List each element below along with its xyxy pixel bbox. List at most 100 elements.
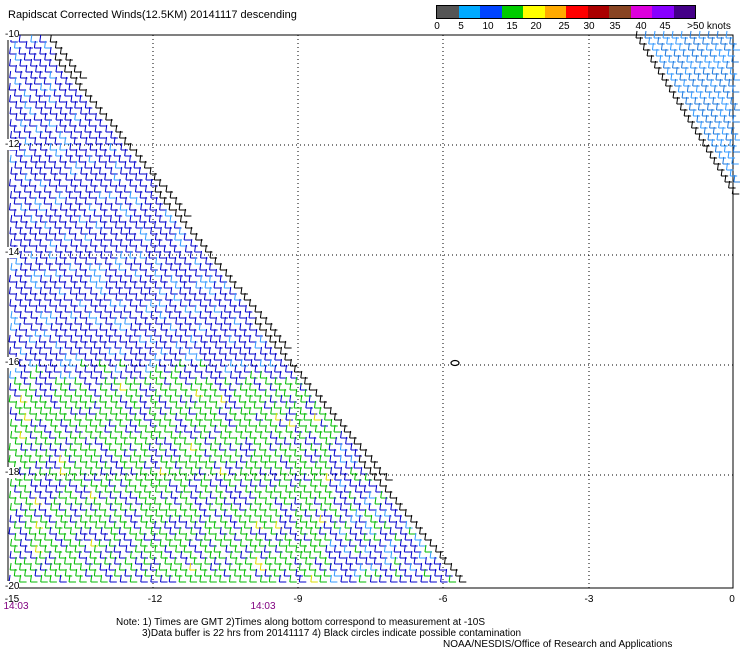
wind-barb	[670, 72, 678, 81]
wind-barb	[119, 418, 127, 427]
wind-barb	[328, 490, 337, 499]
wind-barb	[169, 418, 177, 427]
wind-barb	[159, 310, 167, 319]
wind-barb	[129, 142, 137, 151]
wind-barb	[170, 490, 178, 499]
wind-barb	[164, 484, 173, 493]
wind-barb	[228, 574, 237, 583]
wind-barb	[48, 190, 57, 199]
wind-barb	[690, 90, 699, 99]
wind-barb	[200, 382, 208, 391]
wind-barb	[239, 442, 248, 451]
wind-barb	[20, 442, 28, 451]
wind-barb	[183, 436, 192, 445]
wind-barb	[34, 568, 43, 577]
wind-barb	[9, 478, 18, 487]
wind-barb	[373, 520, 382, 529]
wind-barb	[88, 130, 97, 139]
wind-barb	[65, 76, 73, 85]
wind-barb	[369, 466, 377, 475]
wind-barb	[103, 244, 112, 253]
wind-barb	[149, 550, 158, 559]
wind-barb	[58, 94, 67, 103]
wind-barb	[78, 346, 87, 355]
wind-barb	[124, 196, 133, 205]
wind-barb	[289, 478, 298, 487]
wind-barb	[175, 424, 183, 433]
wind-barb	[108, 418, 117, 427]
wind-barb	[104, 256, 113, 265]
wind-barb	[49, 346, 58, 355]
wind-barb	[259, 322, 267, 331]
wind-barb	[701, 108, 710, 117]
wind-barb	[14, 556, 23, 565]
wind-barb	[88, 214, 97, 223]
wind-barb	[8, 394, 17, 403]
wind-barb	[39, 178, 48, 187]
wind-barb	[49, 406, 57, 415]
wind-barb	[93, 208, 102, 217]
wind-barb	[74, 112, 82, 121]
wind-barb	[692, 78, 700, 87]
wind-barb	[30, 394, 38, 403]
wind-barb	[155, 196, 163, 205]
wind-barb	[184, 472, 193, 481]
wind-barb	[404, 532, 413, 541]
wind-barb	[339, 418, 348, 427]
wind-barb	[699, 90, 708, 99]
wind-barb	[94, 412, 103, 421]
wind-barb	[373, 532, 382, 541]
wind-barb	[675, 66, 684, 75]
wind-barb	[729, 138, 737, 147]
wind-barb	[233, 496, 242, 505]
wind-barb	[273, 400, 282, 409]
wind-barb	[319, 430, 327, 439]
wind-barb	[83, 532, 92, 541]
wind-barb	[139, 382, 147, 391]
wind-barb	[154, 328, 162, 337]
wind-barb	[304, 448, 312, 457]
wind-barb	[144, 316, 153, 325]
wind-barb	[363, 460, 372, 469]
wind-barb	[119, 274, 128, 283]
wind-barb	[94, 124, 103, 133]
wind-barb	[705, 42, 714, 51]
wind-barb	[88, 310, 97, 319]
wind-barb	[195, 484, 203, 493]
wind-barb	[224, 556, 233, 565]
wind-barb	[13, 196, 22, 205]
wind-barb	[278, 562, 287, 571]
wind-barb	[153, 220, 162, 229]
wind-barb	[148, 502, 157, 511]
wind-barb	[124, 472, 133, 481]
wind-barb	[140, 574, 148, 583]
wind-barb	[35, 124, 43, 133]
wind-barb	[45, 232, 53, 241]
wind-barb	[228, 478, 237, 487]
wind-barb	[264, 532, 273, 541]
wind-barb	[93, 448, 102, 457]
wind-barb	[255, 532, 263, 541]
wind-barb	[34, 136, 42, 145]
wind-barb	[85, 184, 93, 193]
wind-barb	[95, 100, 103, 109]
wind-barb	[184, 352, 193, 361]
wind-barb	[333, 448, 342, 457]
wind-barb	[348, 538, 357, 547]
wind-barb	[100, 526, 108, 535]
wind-barb	[34, 196, 42, 205]
wind-barb	[635, 30, 643, 39]
wind-barb	[104, 268, 113, 277]
wind-barb	[695, 84, 704, 93]
wind-barb	[108, 262, 117, 271]
wind-barb	[64, 88, 72, 97]
wind-barb	[225, 460, 233, 469]
wind-barb	[214, 508, 223, 517]
wind-barb	[49, 334, 57, 343]
wind-barb	[140, 538, 148, 547]
wind-barb	[9, 106, 17, 115]
wind-barb	[238, 562, 247, 571]
wind-barb	[119, 298, 127, 307]
wind-barb	[374, 544, 382, 553]
wind-barb	[14, 304, 22, 313]
